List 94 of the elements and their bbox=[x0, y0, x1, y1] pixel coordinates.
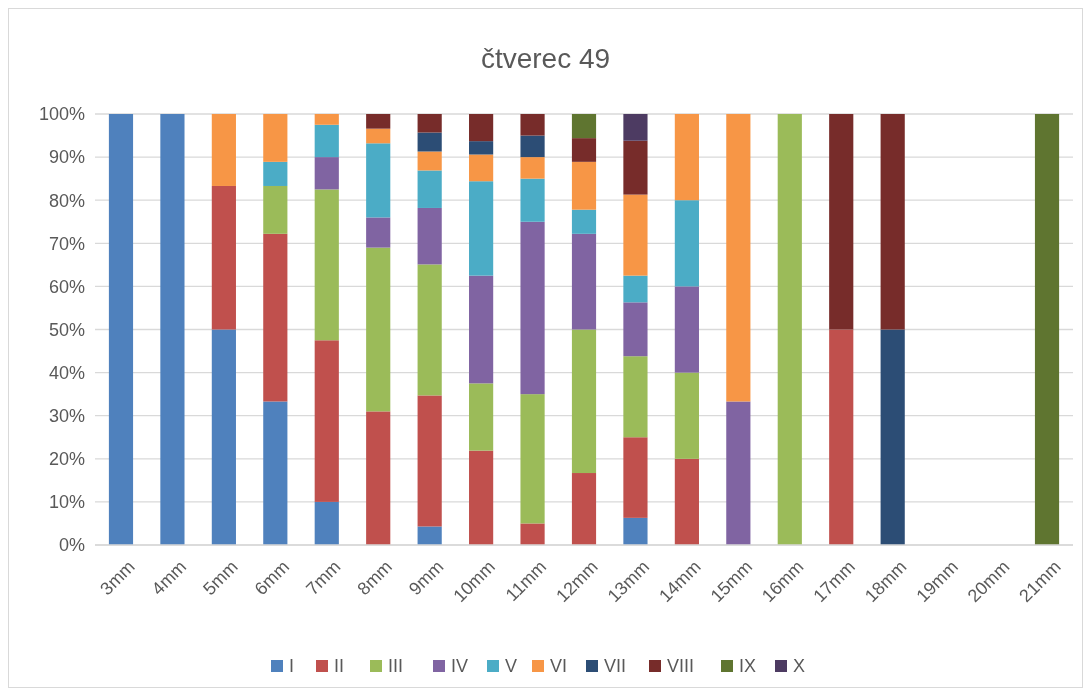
bar bbox=[726, 401, 751, 545]
legend-label: I bbox=[289, 656, 295, 677]
legend-label: X bbox=[793, 656, 806, 677]
legend-label: VI bbox=[550, 656, 568, 677]
bar bbox=[211, 185, 236, 330]
bar bbox=[571, 138, 597, 162]
bar bbox=[417, 395, 442, 527]
legend-label: III bbox=[388, 656, 404, 677]
bar bbox=[417, 526, 442, 545]
bar bbox=[314, 340, 339, 502]
y-tick-label: 80% bbox=[48, 190, 85, 211]
y-tick-label: 10% bbox=[48, 492, 85, 513]
bar bbox=[469, 181, 494, 276]
bar bbox=[263, 401, 288, 545]
y-tick-label: 60% bbox=[48, 276, 85, 297]
y-tick-label: 100% bbox=[38, 104, 85, 125]
bar bbox=[520, 523, 545, 545]
bar bbox=[417, 114, 442, 133]
bar bbox=[366, 247, 391, 412]
bar bbox=[623, 114, 648, 141]
bar bbox=[211, 114, 236, 186]
bar bbox=[366, 411, 391, 545]
bar bbox=[520, 114, 545, 136]
bar bbox=[469, 114, 494, 142]
bar bbox=[263, 233, 288, 402]
bar bbox=[520, 394, 545, 524]
bar bbox=[417, 207, 442, 265]
bar bbox=[571, 473, 597, 545]
bar bbox=[674, 458, 699, 545]
bar bbox=[726, 114, 751, 402]
bar bbox=[623, 275, 648, 303]
bar bbox=[623, 302, 648, 357]
y-tick-label: 90% bbox=[48, 147, 85, 168]
y-tick-label: 40% bbox=[48, 362, 85, 383]
bar bbox=[366, 143, 391, 218]
bar bbox=[314, 157, 339, 190]
bar bbox=[674, 286, 699, 373]
bar bbox=[108, 114, 134, 545]
legend-label: IX bbox=[739, 656, 757, 677]
bar bbox=[417, 264, 442, 396]
bar bbox=[366, 128, 391, 144]
bar bbox=[623, 194, 648, 276]
bar bbox=[263, 114, 288, 162]
y-tick-label: 50% bbox=[48, 319, 85, 340]
y-tick-label: 0% bbox=[58, 535, 85, 556]
bar bbox=[417, 151, 442, 171]
y-tick-label: 30% bbox=[48, 406, 85, 426]
legend-label: VII bbox=[604, 656, 627, 677]
bar bbox=[314, 114, 339, 125]
bar bbox=[829, 114, 854, 330]
bar bbox=[880, 329, 905, 545]
bar bbox=[263, 161, 288, 186]
bar bbox=[571, 209, 597, 234]
bar bbox=[674, 372, 699, 459]
bar bbox=[366, 114, 391, 129]
bar bbox=[1034, 114, 1060, 545]
bar bbox=[623, 356, 648, 438]
bar bbox=[623, 140, 648, 195]
bar bbox=[520, 135, 545, 158]
legend-label: IV bbox=[451, 656, 469, 677]
bar bbox=[160, 114, 185, 545]
legend-label: II bbox=[334, 656, 345, 677]
bar bbox=[520, 178, 545, 222]
bar bbox=[469, 275, 494, 384]
bar bbox=[469, 154, 494, 182]
bar bbox=[314, 124, 339, 158]
bar bbox=[571, 329, 597, 474]
legend-label: VIII bbox=[667, 656, 695, 677]
legend-label: V bbox=[505, 656, 518, 677]
bar bbox=[417, 170, 442, 208]
bar bbox=[674, 114, 699, 201]
bar bbox=[777, 114, 802, 545]
bar bbox=[674, 200, 699, 287]
bar bbox=[571, 233, 597, 330]
bar bbox=[469, 141, 494, 155]
bar bbox=[366, 217, 391, 248]
bar bbox=[520, 157, 545, 179]
bar bbox=[623, 437, 648, 518]
bar bbox=[314, 501, 339, 545]
bar bbox=[571, 114, 597, 139]
bar bbox=[829, 329, 854, 545]
bar bbox=[263, 185, 288, 234]
bar bbox=[314, 189, 339, 341]
bar bbox=[417, 132, 442, 152]
bar bbox=[469, 383, 494, 451]
bar bbox=[571, 161, 597, 210]
bar bbox=[520, 221, 545, 395]
bar bbox=[211, 329, 236, 545]
y-tick-label: 20% bbox=[48, 449, 85, 470]
y-tick-label: 70% bbox=[48, 233, 85, 254]
bar bbox=[469, 450, 494, 545]
chart-title: čtverec 49 bbox=[480, 43, 611, 74]
bar bbox=[623, 517, 648, 545]
bar bbox=[880, 114, 905, 330]
